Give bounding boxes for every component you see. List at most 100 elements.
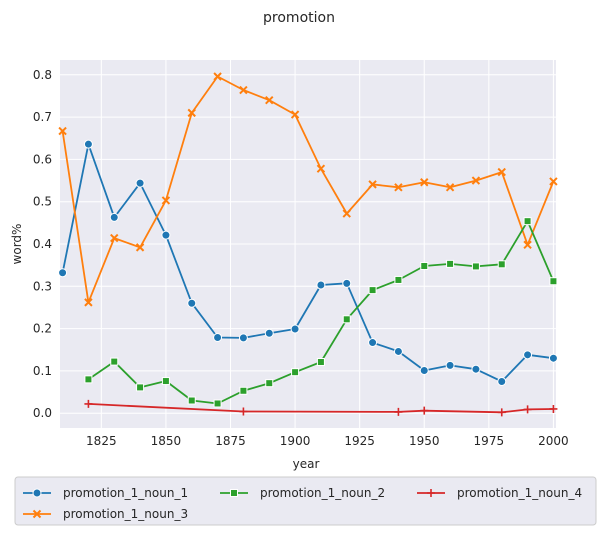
legend-marker xyxy=(32,488,42,498)
x-tick-label: 1825 xyxy=(86,434,117,448)
legend-marker xyxy=(32,509,42,519)
data-point xyxy=(420,406,429,415)
data-point xyxy=(58,126,67,136)
data-point xyxy=(497,167,506,177)
x-tick-label: 1950 xyxy=(409,434,440,448)
y-axis-ticks: 0.0 0.1 0.2 0.3 0.4 0.5 0.6 0.7 0.8 xyxy=(33,68,52,420)
data-point xyxy=(549,177,558,186)
legend-label: promotion_1_noun_2 xyxy=(260,486,385,500)
data-point xyxy=(264,328,274,338)
x-tick-label: 1900 xyxy=(280,434,311,448)
x-axis-ticks: 1825 1850 1875 1900 1925 1950 1975 2000 xyxy=(86,434,569,448)
y-tick-label: 0.3 xyxy=(33,279,52,293)
legend-label: promotion_1_noun_4 xyxy=(457,486,582,500)
series-promotion_1_noun_1 xyxy=(58,139,558,386)
x-tick-label: 1850 xyxy=(151,434,182,448)
data-point xyxy=(187,298,197,308)
y-tick-label: 0.8 xyxy=(33,68,52,82)
data-point xyxy=(239,85,248,95)
data-point xyxy=(58,268,68,278)
data-point xyxy=(187,396,196,405)
x-tick: 2000 xyxy=(538,434,569,448)
legend-marker xyxy=(230,489,238,497)
legend-label: promotion_1_noun_1 xyxy=(63,486,188,500)
x-tick: 1825 xyxy=(86,434,117,448)
data-point xyxy=(290,324,300,334)
data-point xyxy=(548,353,558,363)
data-point xyxy=(135,178,145,188)
data-point xyxy=(109,212,119,222)
chart-title: promotion xyxy=(263,10,335,26)
data-point xyxy=(549,404,558,413)
data-point xyxy=(420,178,429,187)
y-tick-label: 0.5 xyxy=(33,195,52,209)
y-tick-label: 0.4 xyxy=(33,237,52,251)
data-point xyxy=(497,260,506,269)
y-tick-label: 0.1 xyxy=(33,364,52,378)
data-point xyxy=(161,377,170,386)
data-point xyxy=(523,405,532,414)
legend: promotion_1_noun_1 promotion_1_noun_2 prom… xyxy=(14,476,597,526)
y-tick: 0.2 xyxy=(33,322,52,336)
data-point xyxy=(394,275,403,284)
grid-lines xyxy=(60,60,556,428)
legend-label: promotion_1_noun_3 xyxy=(63,507,188,521)
y-tick: 0.8 xyxy=(33,68,52,82)
data-point xyxy=(471,176,481,185)
data-point xyxy=(290,110,300,119)
data-point xyxy=(83,139,93,149)
data-point xyxy=(213,399,222,408)
data-point xyxy=(161,196,171,205)
y-tick: 0.4 xyxy=(33,237,52,251)
x-tick-label: 1925 xyxy=(344,434,375,448)
series-line xyxy=(61,75,555,304)
data-point xyxy=(239,386,248,395)
data-point xyxy=(368,338,378,348)
data-point xyxy=(265,95,274,105)
series-lines xyxy=(58,72,558,417)
x-tick: 1850 xyxy=(151,434,182,448)
legend-entry: promotion_1_noun_2 xyxy=(220,486,385,500)
data-point xyxy=(161,230,171,240)
x-tick: 1875 xyxy=(215,434,246,448)
data-point xyxy=(110,233,119,243)
data-point xyxy=(523,350,533,360)
data-point xyxy=(471,364,481,374)
data-point xyxy=(420,261,429,270)
x-tick-label: 1875 xyxy=(215,434,246,448)
data-point xyxy=(84,375,93,384)
data-point xyxy=(419,365,429,375)
y-tick: 0.6 xyxy=(33,152,52,166)
y-tick: 0.0 xyxy=(33,406,52,420)
data-point xyxy=(393,346,403,356)
data-point xyxy=(523,217,532,226)
y-tick: 0.5 xyxy=(33,195,52,209)
data-point xyxy=(110,357,119,366)
legend-entry: promotion_1_noun_4 xyxy=(417,486,582,500)
y-tick: 0.7 xyxy=(33,110,52,124)
series-promotion_1_noun_4 xyxy=(84,399,558,417)
x-tick-label: 2000 xyxy=(538,434,569,448)
y-tick: 0.1 xyxy=(33,364,52,378)
x-tick: 1975 xyxy=(474,434,505,448)
legend-box xyxy=(14,476,597,526)
data-point xyxy=(394,183,403,192)
x-axis-label: year xyxy=(293,457,320,471)
data-point xyxy=(265,379,274,388)
data-point xyxy=(187,108,196,118)
x-tick: 1900 xyxy=(280,434,311,448)
y-tick-label: 0.7 xyxy=(33,110,52,124)
data-point xyxy=(445,360,455,370)
x-tick-label: 1975 xyxy=(474,434,505,448)
data-point xyxy=(549,277,558,286)
data-point xyxy=(84,399,93,408)
y-tick-label: 0.6 xyxy=(33,152,52,166)
data-point xyxy=(471,262,480,271)
data-point xyxy=(213,72,222,81)
data-point xyxy=(446,259,455,268)
data-point xyxy=(342,209,351,218)
legend-entry: promotion_1_noun_3 xyxy=(23,507,188,521)
data-point xyxy=(135,243,145,252)
data-point xyxy=(497,408,506,417)
